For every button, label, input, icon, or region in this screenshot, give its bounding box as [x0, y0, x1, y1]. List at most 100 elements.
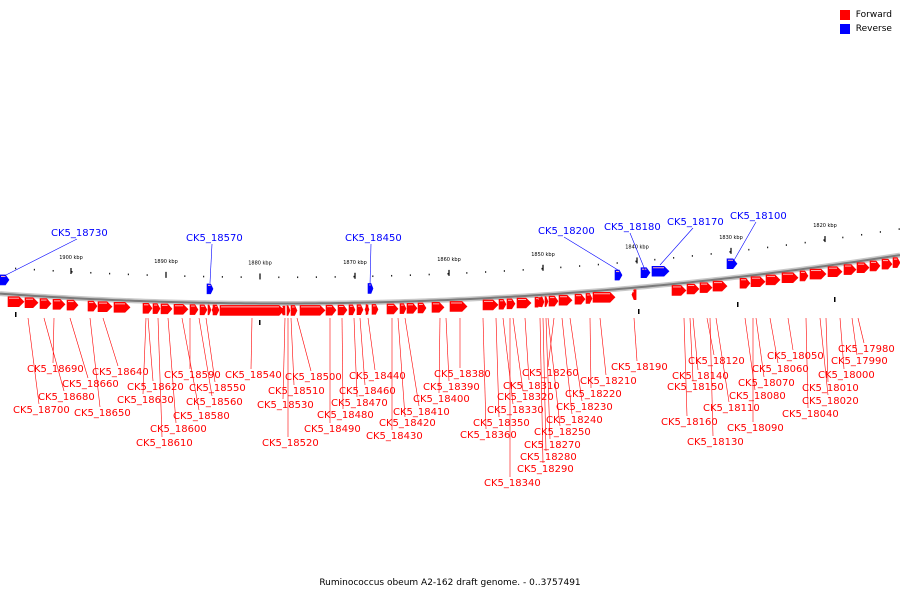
forward-gene-label-leader	[825, 317, 829, 383]
forward-gene-arrow	[516, 297, 532, 309]
forward-gene-label: CK5_18540	[225, 370, 282, 381]
minor-tick	[710, 253, 712, 255]
forward-gene-arrow	[199, 304, 208, 316]
reverse-gene-label: CK5_18200	[538, 226, 595, 237]
minor-tick	[522, 269, 524, 271]
minor-tick	[503, 270, 505, 272]
forward-gene-arrow	[142, 302, 153, 314]
forward-gene-label: CK5_18070	[738, 378, 795, 389]
forward-gene-label: CK5_18610	[136, 438, 193, 449]
forward-gene-arrow	[417, 302, 427, 314]
forward-gene-arrow	[750, 276, 766, 288]
forward-gene-label-leader	[502, 317, 514, 405]
forward-gene-arrow	[574, 293, 586, 305]
scale-tick-label: 1870 kbp	[343, 260, 367, 266]
forward-gene-arrow	[482, 299, 499, 311]
forward-gene-label: CK5_18110	[703, 403, 760, 414]
minor-tick	[767, 246, 769, 249]
forward-gene-arrow	[699, 282, 713, 293]
minor-tick	[109, 272, 111, 275]
minor-tick	[33, 268, 35, 271]
forward-gene-arrow	[585, 293, 593, 304]
forward-gene-label: CK5_18690	[27, 364, 84, 375]
forward-gene-label-leader	[512, 317, 524, 392]
forward-gene-label: CK5_17990	[831, 356, 888, 367]
minor-tick	[635, 260, 637, 263]
forward-gene-label: CK5_18660	[62, 379, 119, 390]
forward-gene-label: CK5_18580	[173, 411, 230, 422]
minor-tick	[240, 276, 242, 278]
forward-gene-arrow	[671, 285, 687, 296]
legend-reverse-label: Reverse	[855, 24, 892, 34]
forward-gene-label-leader	[69, 317, 89, 379]
forward-gene-label: CK5_18480	[317, 410, 374, 421]
forward-gene-arrow	[24, 297, 39, 309]
minor-tick	[203, 275, 205, 278]
minor-tick	[71, 271, 73, 273]
forward-gene-label-leader	[744, 317, 756, 391]
minor-tick	[466, 272, 468, 274]
forward-gene-label-leader	[353, 317, 358, 398]
forward-gene-label: CK5_18410	[393, 407, 450, 418]
legend: Forward Reverse	[839, 8, 892, 36]
reverse-gene-label: CK5_18730	[51, 228, 108, 239]
forward-gene-arrow	[781, 272, 799, 284]
forward-gene-arrow	[544, 296, 549, 307]
forward-gene-arrow	[189, 304, 199, 315]
minor-tick	[334, 276, 336, 278]
forward-gene-arrow	[325, 304, 337, 316]
forward-gene-label: CK5_18010	[802, 383, 859, 394]
minor-tick	[315, 276, 317, 278]
minor-tick	[90, 271, 92, 274]
genome-caption: Ruminococcus obeum A2-162 draft genome. …	[319, 578, 581, 588]
minor-tick	[579, 265, 581, 267]
legend-forward: Forward	[839, 8, 892, 22]
reverse-gene-label-leader	[3, 238, 78, 277]
forward-gene-label: CK5_18120	[688, 356, 745, 367]
forward-gene-label: CK5_18050	[767, 351, 824, 362]
forward-gene-label-leader	[43, 317, 65, 392]
minor-tick	[428, 273, 430, 276]
forward-gene-arrow	[799, 270, 809, 282]
forward-gene-label-leader	[438, 317, 441, 394]
forward-gene-label: CK5_18270	[524, 440, 581, 451]
forward-gene-label: CK5_18330	[487, 405, 544, 416]
forward-gene-label: CK5_18190	[611, 362, 668, 373]
reverse-pointing-gene-arrow	[631, 289, 637, 300]
reverse-gene-label-leader	[732, 221, 757, 263]
forward-gene-label-leader	[397, 317, 406, 418]
forward-gene-arrow	[856, 262, 870, 273]
forward-gene-label: CK5_18150	[667, 382, 724, 393]
forward-gene-arrow	[286, 305, 291, 316]
minor-tick	[409, 274, 411, 276]
blue-gene-arrow	[651, 265, 670, 277]
forward-gene-label-leader	[495, 317, 500, 418]
forward-gene-arrow	[558, 294, 573, 306]
forward-gene-arrow	[152, 303, 161, 314]
forward-gene-label: CK5_18060	[752, 364, 809, 375]
reverse-gene-label: CK5_18100	[730, 211, 787, 222]
forward-gene-label: CK5_18340	[484, 478, 541, 489]
forward-gene-label: CK5_18140	[672, 371, 729, 382]
forward-gene-arrow	[113, 302, 131, 313]
forward-gene-arrow	[686, 283, 700, 295]
forward-gene-label-leader	[250, 317, 253, 370]
minor-tick	[861, 233, 863, 236]
forward-gene-arrow	[299, 305, 326, 316]
forward-gene-label: CK5_18680	[38, 392, 95, 403]
forward-gene-label: CK5_18400	[413, 394, 470, 405]
scale-tick-label: 1890 kbp	[154, 259, 178, 265]
forward-gene-label-leader	[857, 317, 865, 344]
minor-tick	[165, 274, 167, 277]
feature-stub	[638, 309, 640, 314]
minor-tick	[221, 276, 223, 278]
minor-tick	[146, 274, 148, 276]
reverse-gene-label: CK5_18450	[345, 233, 402, 244]
forward-gene-label-leader	[296, 317, 312, 372]
minor-tick	[879, 231, 881, 233]
forward-gene-label: CK5_18490	[304, 424, 361, 435]
forward-gene-arrow	[881, 258, 893, 270]
minor-tick	[259, 276, 261, 279]
minor-tick	[372, 275, 374, 278]
forward-gene-arrow	[97, 301, 113, 312]
